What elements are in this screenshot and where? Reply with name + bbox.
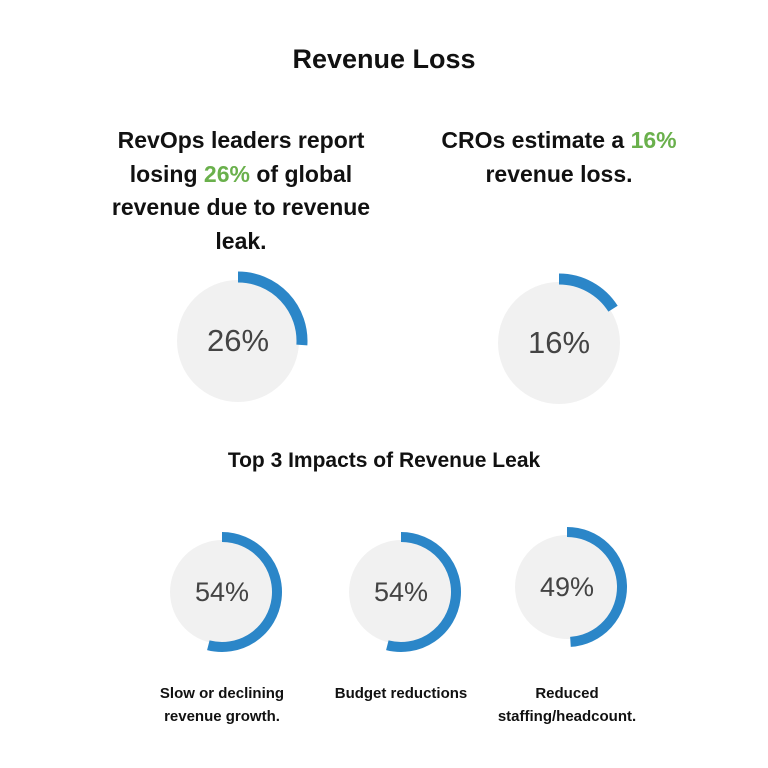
- headline: CROs estimate a 16% revenue loss.: [434, 124, 684, 191]
- section-title: Top 3 Impacts of Revenue Leak: [227, 449, 541, 472]
- headline-highlight: 16%: [630, 127, 677, 153]
- ring-track: [498, 282, 620, 404]
- ring-arc: [386, 532, 461, 652]
- ring-value-label: 54%: [374, 577, 428, 607]
- ring-track: [515, 535, 619, 639]
- caption-text: Budget reductions: [334, 685, 468, 702]
- ring-arc: [237, 271, 308, 346]
- title: Revenue Loss: [292, 44, 476, 74]
- ring-arc: [207, 532, 282, 652]
- ring-value-label: 49%: [540, 572, 594, 602]
- caption-text: Slow or declining revenue growth.: [159, 685, 285, 725]
- headline-text: revenue loss.: [485, 160, 633, 187]
- headline-text: of global revenue due to revenue leak.: [111, 160, 371, 254]
- ring-value-label: 54%: [195, 577, 249, 607]
- caption: Reduced staffing/headcount.: [482, 682, 652, 728]
- headline: RevOps leaders report losing 26% of glob…: [106, 124, 376, 258]
- caption: Budget reductions: [316, 682, 486, 705]
- ring-value-label: 16%: [528, 325, 590, 360]
- headline-text: CROs estimate a: [441, 127, 631, 153]
- caption: Slow or declining revenue growth.: [137, 682, 307, 728]
- ring-track: [349, 540, 453, 644]
- ring-track: [177, 280, 299, 402]
- headline-text: RevOps leaders report losing: [117, 127, 365, 187]
- ring-value-label: 26%: [207, 323, 269, 358]
- ring-arc: [566, 527, 627, 647]
- ring-arc: [558, 273, 618, 312]
- caption-text: Reduced staffing/headcount.: [497, 685, 637, 725]
- ring-track: [170, 540, 274, 644]
- headline-highlight: 26%: [203, 160, 250, 187]
